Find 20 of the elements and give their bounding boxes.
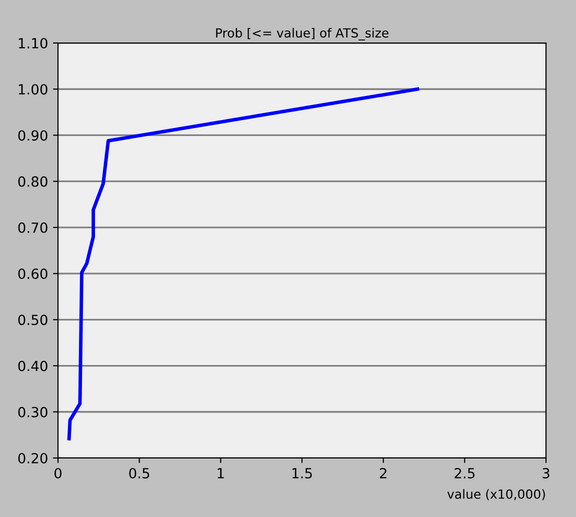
line-series xyxy=(67,87,420,440)
chart-title: Prob [<= value] of ATS_size xyxy=(216,28,388,40)
x-tick-label: 0 xyxy=(54,468,62,478)
x-axis-title: value (x10,000) xyxy=(447,489,545,500)
x-tick-label: 1 xyxy=(218,468,224,478)
y-tick-label: 0.90 xyxy=(18,130,48,141)
y-tick-label: 0.80 xyxy=(18,176,48,187)
y-tick-label: 1.10 xyxy=(18,38,48,48)
y-tick-label: 1.00 xyxy=(18,84,48,95)
y-tick-label: 0.40 xyxy=(18,360,48,372)
x-tick-label: 3 xyxy=(542,468,550,478)
x-tick-label: 0.5 xyxy=(129,468,150,478)
x-tick-label: 2 xyxy=(380,468,386,478)
y-tick-label: 0.30 xyxy=(18,406,48,418)
y-tick-label: 0.20 xyxy=(18,452,48,464)
x-tick-label: 1.5 xyxy=(292,468,312,478)
y-tick-label: 0.50 xyxy=(18,314,48,326)
y-tick-label: 0.70 xyxy=(18,222,48,233)
x-tick-label: 2.5 xyxy=(454,468,474,478)
y-tick-label: 0.60 xyxy=(18,268,48,280)
